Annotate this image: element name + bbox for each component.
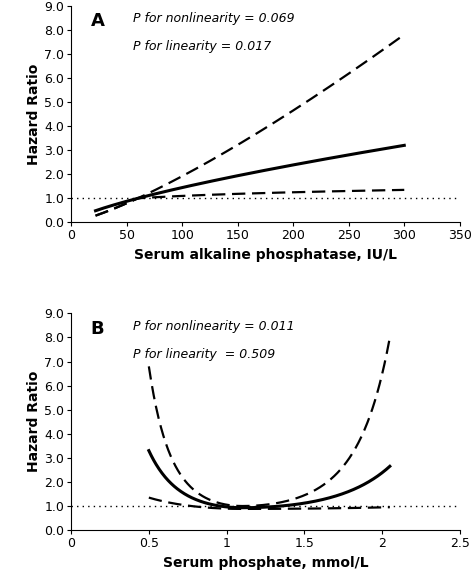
X-axis label: Serum alkaline phosphatase, IU/L: Serum alkaline phosphatase, IU/L (134, 248, 397, 262)
Text: P for linearity  = 0.509: P for linearity = 0.509 (133, 348, 275, 361)
Y-axis label: Hazard Ratio: Hazard Ratio (27, 371, 41, 473)
Text: P for nonlinearity = 0.069: P for nonlinearity = 0.069 (133, 12, 295, 25)
Text: A: A (91, 12, 104, 30)
Y-axis label: Hazard Ratio: Hazard Ratio (27, 63, 41, 165)
Text: P for linearity = 0.017: P for linearity = 0.017 (133, 40, 272, 54)
X-axis label: Serum phosphate, mmol/L: Serum phosphate, mmol/L (163, 556, 368, 569)
Text: P for nonlinearity = 0.011: P for nonlinearity = 0.011 (133, 320, 295, 333)
Text: B: B (91, 320, 104, 338)
